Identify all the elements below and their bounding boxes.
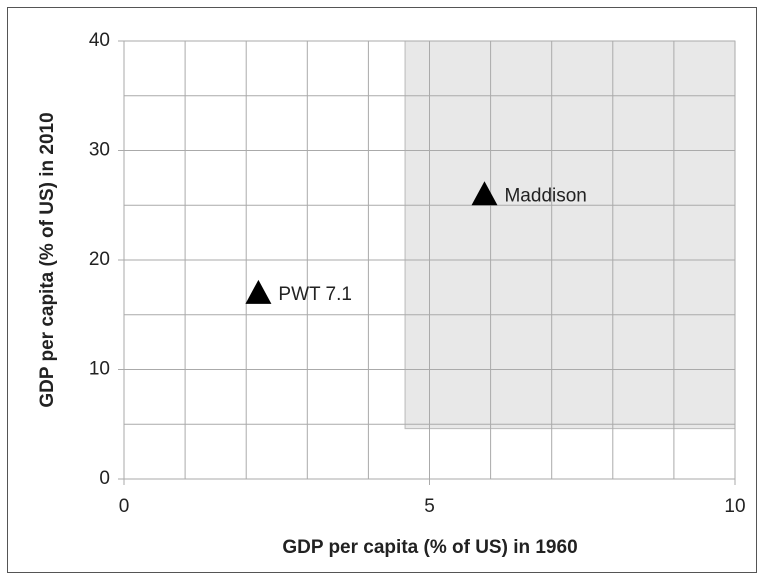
x-tick-label: 0 bbox=[119, 496, 130, 517]
x-tick-label: 10 bbox=[724, 496, 745, 517]
x-tick-label: 5 bbox=[424, 496, 435, 517]
y-tick-label: 20 bbox=[89, 249, 110, 270]
point-label: PWT 7.1 bbox=[278, 284, 352, 305]
y-tick-label: 40 bbox=[89, 30, 110, 51]
shaded-region bbox=[404, 40, 736, 430]
point-label: Maddison bbox=[504, 185, 586, 206]
x-axis-label: GDP per capita (% of US) in 1960 bbox=[282, 537, 577, 558]
y-axis-label: GDP per capita (% of US) in 2010 bbox=[37, 112, 58, 407]
y-tick-label: 10 bbox=[89, 359, 110, 380]
point bbox=[471, 181, 498, 206]
y-tick-label: 30 bbox=[89, 140, 110, 161]
y-tick-label: 0 bbox=[99, 468, 110, 489]
point bbox=[245, 279, 272, 304]
